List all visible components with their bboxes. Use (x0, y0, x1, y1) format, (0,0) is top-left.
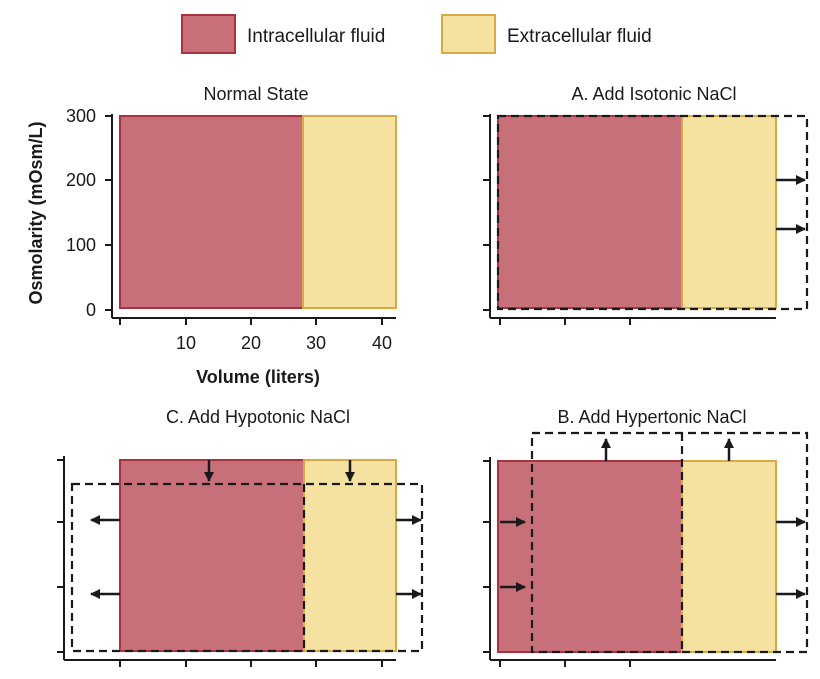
y-tick-label-100: 100 (66, 235, 96, 255)
panel-normal-state: Normal State 300 200 100 0 10 20 30 40 V… (26, 84, 397, 387)
intracellular-compartment (119, 459, 305, 652)
legend: Intracellular fluid Extracellular fluid (181, 14, 652, 54)
legend-extracellular-swatch (441, 14, 496, 54)
panel-c-title: C. Add Hypotonic NaCl (166, 407, 350, 427)
intracellular-compartment (119, 115, 304, 309)
y-tick-label-200: 200 (66, 170, 96, 190)
panel-b-hypertonic: B. Add Hypertonic NaCl (483, 407, 809, 667)
x-tick-label-20: 20 (241, 333, 261, 353)
extracellular-compartment (303, 459, 397, 652)
y-tick-label-300: 300 (66, 106, 96, 126)
intracellular-compartment (497, 115, 683, 309)
x-tick-label-40: 40 (372, 333, 392, 353)
extracellular-compartment (681, 460, 777, 653)
new-volume-outline (530, 431, 809, 654)
intracellular-compartment (497, 460, 683, 653)
panel-a-title: A. Add Isotonic NaCl (571, 84, 736, 104)
panel-normal-title: Normal State (203, 84, 308, 104)
panel-c-hypotonic: C. Add Hypotonic NaCl (57, 407, 424, 667)
new-volume-outline (496, 114, 809, 311)
x-tick-label-10: 10 (176, 333, 196, 353)
y-axis-label: Osmolarity (mOsm/L) (26, 121, 46, 304)
legend-extracellular-label: Extracellular fluid (507, 26, 652, 47)
y-tick-label-0: 0 (86, 300, 96, 320)
legend-intracellular-label: Intracellular fluid (247, 26, 385, 47)
panel-b-title: B. Add Hypertonic NaCl (557, 407, 746, 427)
x-tick-label-30: 30 (306, 333, 326, 353)
extracellular-compartment (302, 115, 397, 309)
x-axis-label: Volume (liters) (196, 367, 320, 387)
panel-a-isotonic: A. Add Isotonic NaCl (483, 84, 809, 325)
extracellular-compartment (681, 115, 777, 309)
legend-intracellular-swatch (181, 14, 236, 54)
